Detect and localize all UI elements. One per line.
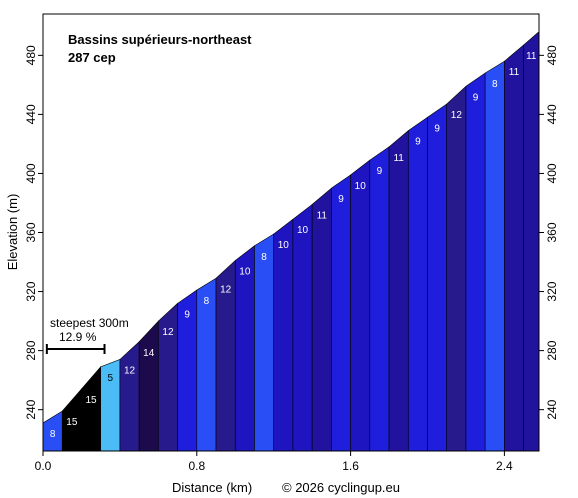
steepest-marker: steepest 300m 12.9 % bbox=[45, 316, 129, 354]
copyright-text: © 2026 cyclingup.eu bbox=[282, 480, 400, 495]
y-tick-label-right: 400 bbox=[545, 163, 559, 183]
profile-segment-6 bbox=[138, 320, 159, 452]
y-tick-label-right: 480 bbox=[545, 45, 559, 65]
segment-grade-label-21: 9 bbox=[434, 123, 440, 134]
chart-title: Bassins supérieurs-northeast bbox=[68, 32, 252, 47]
steepest-value: 12.9 % bbox=[59, 330, 97, 344]
profile-segment-16 bbox=[331, 174, 351, 452]
x-tick-label: 0.8 bbox=[188, 459, 205, 473]
y-tick-label-left: 400 bbox=[24, 163, 38, 183]
y-tick-label-left: 440 bbox=[24, 104, 38, 124]
y-tick-label-left: 320 bbox=[24, 281, 38, 301]
segment-grade-label-7: 12 bbox=[162, 327, 174, 338]
profile-segment-21 bbox=[427, 103, 448, 452]
profile-segment-22 bbox=[446, 85, 467, 452]
segment-grade-label-13: 10 bbox=[278, 240, 290, 251]
segment-grade-label-24: 8 bbox=[492, 79, 498, 90]
profile-segment-13 bbox=[273, 218, 294, 452]
y-tick-label-right: 280 bbox=[545, 340, 559, 360]
profile-segment-20 bbox=[407, 116, 428, 452]
segment-grade-label-12: 8 bbox=[261, 252, 267, 263]
profile-segment-18 bbox=[369, 146, 390, 452]
chart-subtitle: 287 cep bbox=[68, 50, 116, 65]
segment-grade-label-20: 9 bbox=[415, 137, 421, 148]
profile-segment-7 bbox=[158, 302, 178, 452]
segment-grade-label-10: 12 bbox=[220, 284, 232, 295]
segment-grade-label-15: 11 bbox=[317, 210, 328, 221]
profile-segment-15 bbox=[311, 187, 332, 452]
segment-grade-label-11: 10 bbox=[239, 267, 251, 278]
profile-segment-14 bbox=[292, 203, 313, 452]
segment-grade-label-25: 11 bbox=[509, 67, 520, 78]
segment-grade-label-3: 15 bbox=[85, 395, 97, 406]
y-tick-label-left: 360 bbox=[24, 222, 38, 242]
segment-grade-label-18: 9 bbox=[377, 166, 383, 177]
profile-segment-17 bbox=[350, 159, 371, 452]
segment-grade-label-4: 5 bbox=[108, 373, 114, 384]
plot-frame bbox=[42, 13, 540, 452]
profile-segment-5 bbox=[119, 341, 140, 452]
y-tick-label-left: 240 bbox=[24, 399, 38, 419]
ticks-layer: 0.0 0.8 1.6 2.4 240 240 280 280 320 320 360 360 400 4… bbox=[24, 45, 559, 473]
segment-grade-label-6: 14 bbox=[143, 348, 155, 359]
x-tick-label: 2.4 bbox=[496, 459, 513, 473]
x-axis-label: Distance (km) bbox=[172, 480, 252, 495]
steepest-label: steepest 300m bbox=[50, 316, 129, 330]
segment-grade-label-8: 9 bbox=[184, 309, 190, 320]
y-tick-label-right: 440 bbox=[545, 104, 559, 124]
y-tick-label-right: 240 bbox=[545, 399, 559, 419]
segment-grade-label-1: 8 bbox=[50, 429, 56, 440]
segment-grade-label-14: 10 bbox=[297, 225, 309, 236]
x-tick-label: 0.0 bbox=[35, 459, 52, 473]
y-axis-label: Elevation (m) bbox=[5, 194, 20, 271]
y-tick-label-right: 360 bbox=[545, 222, 559, 242]
profile-segment-12 bbox=[254, 233, 274, 452]
segment-grade-label-22: 12 bbox=[451, 110, 463, 121]
x-tick-label: 1.6 bbox=[342, 459, 359, 473]
profile-segment-25 bbox=[504, 44, 524, 452]
segment-grade-label-16: 9 bbox=[338, 194, 344, 205]
profile-segment-24 bbox=[484, 60, 505, 452]
y-tick-label-left: 480 bbox=[24, 45, 38, 65]
segment-grade-label-23: 9 bbox=[473, 92, 479, 103]
y-tick-label-left: 280 bbox=[24, 340, 38, 360]
segment-grade-label-5: 12 bbox=[124, 365, 136, 376]
segment-grade-label-17: 10 bbox=[355, 181, 367, 192]
y-tick-label-right: 320 bbox=[545, 281, 559, 301]
segment-grade-label-26: 11 bbox=[526, 51, 537, 62]
profile-segment-19 bbox=[388, 129, 409, 452]
profile-segment-23 bbox=[465, 72, 486, 452]
profile-segment-26 bbox=[523, 31, 540, 452]
segment-grade-label-19: 11 bbox=[393, 153, 404, 164]
segment-grade-label-2: 15 bbox=[66, 417, 78, 428]
segments-layer: 8 15 15 5 12 14 12 9 8 12 10 8 10 10 11 9 10 9 11 9 9 12 9 8 11 1… bbox=[42, 31, 540, 452]
segment-grade-label-9: 8 bbox=[204, 296, 210, 307]
